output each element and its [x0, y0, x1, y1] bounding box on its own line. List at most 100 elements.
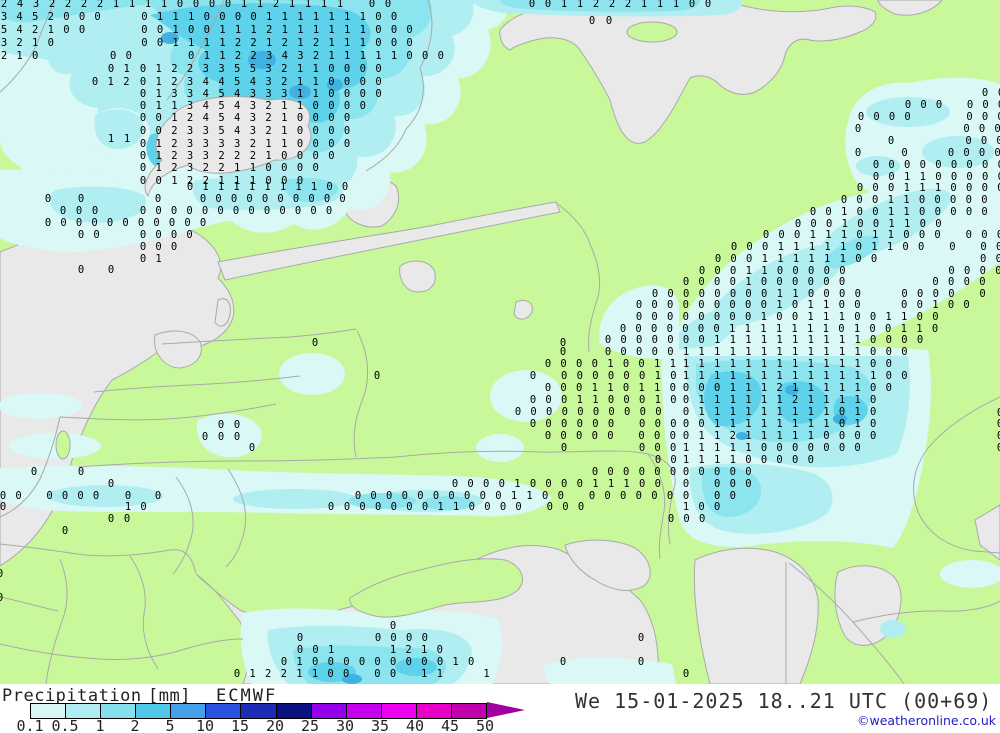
svg-text:0: 0 — [140, 88, 146, 100]
svg-text:1: 1 — [670, 358, 676, 370]
svg-text:1: 1 — [839, 346, 845, 358]
svg-text:0: 0 — [500, 501, 506, 513]
svg-text:0: 0 — [281, 175, 287, 187]
svg-text:0: 0 — [515, 406, 521, 418]
svg-text:1: 1 — [761, 334, 767, 346]
svg-text:0: 0 — [934, 194, 940, 206]
svg-text:0: 0 — [561, 418, 567, 430]
svg-text:4: 4 — [282, 50, 288, 62]
svg-text:0: 0 — [745, 311, 751, 323]
svg-text:0: 0 — [886, 382, 892, 394]
svg-text:0: 0 — [982, 159, 988, 171]
svg-text:1: 1 — [437, 501, 443, 513]
copyright-link[interactable]: ©weatheronline.co.uk — [857, 713, 996, 728]
svg-text:4: 4 — [203, 112, 209, 124]
svg-text:0: 0 — [234, 431, 240, 443]
svg-text:1: 1 — [778, 241, 784, 253]
svg-text:0: 0 — [935, 171, 941, 183]
svg-text:1: 1 — [577, 0, 583, 10]
svg-text:0: 0 — [63, 11, 69, 23]
svg-text:0: 0 — [327, 668, 333, 680]
svg-text:0: 0 — [652, 346, 658, 358]
svg-text:0: 0 — [577, 406, 583, 418]
svg-text:0: 0 — [297, 150, 303, 162]
svg-text:0: 0 — [886, 358, 892, 370]
svg-text:1: 1 — [823, 346, 829, 358]
svg-text:1: 1 — [887, 241, 893, 253]
svg-text:1: 1 — [825, 229, 831, 241]
svg-text:2: 2 — [265, 125, 271, 137]
svg-text:1: 1 — [313, 76, 319, 88]
svg-text:1: 1 — [297, 100, 303, 112]
svg-text:1: 1 — [219, 37, 225, 49]
svg-text:1: 1 — [854, 358, 860, 370]
svg-text:1: 1 — [854, 370, 860, 382]
svg-text:0: 0 — [841, 194, 847, 206]
svg-text:1: 1 — [297, 24, 303, 36]
svg-text:1: 1 — [793, 241, 799, 253]
svg-text:0: 0 — [79, 11, 85, 23]
svg-text:1: 1 — [125, 501, 131, 513]
svg-text:0: 0 — [375, 632, 381, 644]
svg-text:0: 0 — [917, 311, 923, 323]
svg-text:0: 0 — [854, 311, 860, 323]
svg-text:1: 1 — [281, 138, 287, 150]
svg-text:1: 1 — [360, 11, 366, 23]
svg-text:0: 0 — [560, 656, 566, 668]
svg-text:0: 0 — [795, 218, 801, 230]
svg-text:0: 0 — [125, 490, 131, 502]
svg-text:1: 1 — [840, 241, 846, 253]
svg-text:0: 0 — [905, 99, 911, 111]
svg-text:0: 0 — [888, 182, 894, 194]
svg-text:0: 0 — [620, 323, 626, 335]
svg-text:1: 1 — [188, 37, 194, 49]
svg-text:0: 0 — [950, 182, 956, 194]
svg-text:0: 0 — [483, 478, 489, 490]
svg-text:0: 0 — [63, 24, 69, 36]
svg-text:2: 2 — [250, 50, 256, 62]
svg-text:0: 0 — [374, 668, 380, 680]
svg-text:0: 0 — [839, 418, 845, 430]
svg-text:0: 0 — [808, 265, 814, 277]
svg-text:1: 1 — [730, 442, 736, 454]
svg-text:0: 0 — [951, 171, 957, 183]
svg-text:0: 0 — [998, 171, 1000, 183]
svg-text:1: 1 — [266, 37, 272, 49]
svg-text:0: 0 — [32, 50, 38, 62]
svg-text:0: 0 — [406, 501, 412, 513]
svg-text:0: 0 — [313, 162, 319, 174]
svg-text:0: 0 — [46, 490, 52, 502]
svg-text:0: 0 — [698, 501, 704, 513]
svg-text:0: 0 — [204, 24, 210, 36]
svg-text:1: 1 — [745, 382, 751, 394]
svg-text:1: 1 — [808, 370, 814, 382]
svg-text:0: 0 — [438, 50, 444, 62]
svg-text:2: 2 — [171, 63, 177, 75]
svg-text:1: 1 — [872, 229, 878, 241]
svg-text:0: 0 — [670, 370, 676, 382]
svg-text:0: 0 — [184, 217, 190, 229]
svg-text:0: 0 — [140, 100, 146, 112]
svg-text:0: 0 — [670, 394, 676, 406]
svg-text:0: 0 — [297, 632, 303, 644]
svg-text:0: 0 — [293, 193, 299, 205]
svg-text:1: 1 — [791, 323, 797, 335]
svg-text:0: 0 — [422, 50, 428, 62]
svg-text:0: 0 — [312, 337, 318, 349]
svg-text:0: 0 — [904, 111, 910, 123]
svg-text:1: 1 — [249, 181, 255, 193]
svg-text:0: 0 — [140, 76, 146, 88]
svg-text:2: 2 — [171, 162, 177, 174]
svg-text:0: 0 — [902, 241, 908, 253]
svg-text:3: 3 — [187, 76, 193, 88]
svg-text:1: 1 — [823, 382, 829, 394]
svg-text:0: 0 — [342, 181, 348, 193]
svg-text:1: 1 — [698, 346, 704, 358]
svg-text:0: 0 — [186, 229, 192, 241]
svg-text:1: 1 — [683, 370, 689, 382]
svg-text:0: 0 — [636, 299, 642, 311]
svg-text:1: 1 — [421, 644, 427, 656]
svg-text:1: 1 — [792, 358, 798, 370]
svg-text:2: 2 — [203, 175, 209, 187]
svg-text:1: 1 — [16, 50, 22, 62]
